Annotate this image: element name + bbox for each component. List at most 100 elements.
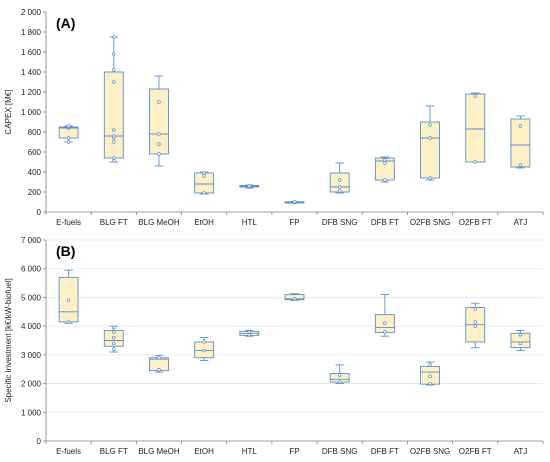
data-point	[518, 333, 523, 337]
box-FP	[284, 200, 305, 205]
box-DFB SNG	[329, 364, 350, 385]
y-axis-label: CAPEX [M€]	[4, 90, 13, 135]
data-point	[428, 176, 432, 180]
data-point	[518, 341, 523, 346]
data-point	[337, 178, 342, 182]
y-tick-label: 6 000	[21, 265, 42, 274]
data-point	[157, 152, 161, 156]
x-tick-label: EtOH	[194, 218, 214, 227]
x-tick-label: ATJ	[514, 218, 528, 227]
x-tick-label: HTL	[242, 218, 258, 227]
data-point	[337, 380, 342, 384]
box-HTL	[239, 184, 260, 189]
box-O2FB SNG	[420, 105, 440, 181]
y-tick-label: 2 000	[21, 8, 42, 17]
y-tick-label: 1 600	[21, 48, 42, 57]
x-tick-label: EtOH	[194, 447, 214, 456]
data-point	[157, 368, 161, 372]
data-point	[112, 325, 116, 330]
box-BLG MeOH	[149, 354, 169, 373]
data-point	[112, 156, 116, 160]
data-point	[247, 333, 252, 337]
data-point	[473, 307, 477, 311]
box-O2FB SNG	[420, 361, 440, 386]
box-BLG FT	[103, 35, 124, 163]
y-tick-label: 0	[37, 208, 42, 217]
data-point	[157, 100, 161, 104]
data-point	[473, 94, 477, 98]
box-EtOH	[194, 337, 215, 362]
box-iqr	[510, 118, 531, 168]
box-DFB FT	[374, 294, 395, 337]
data-point	[112, 347, 116, 351]
data-point	[247, 184, 252, 188]
x-tick-label: O2FB SNG	[410, 447, 450, 456]
data-point	[428, 136, 432, 140]
data-point	[247, 330, 252, 334]
y-tick-label: 1 400	[21, 68, 42, 77]
data-point	[473, 324, 477, 328]
y-tick-label: 1 800	[21, 28, 42, 37]
box-ATJ	[510, 330, 531, 351]
data-point	[428, 374, 432, 379]
data-point	[157, 132, 161, 136]
y-tick-label: 1 000	[21, 408, 42, 417]
box-EtOH	[194, 171, 215, 195]
data-point	[473, 160, 477, 164]
data-point	[66, 136, 71, 140]
data-point	[337, 185, 342, 189]
x-tick-label: BLG MeOH	[138, 447, 180, 456]
x-tick-label: DFB FT	[371, 218, 399, 227]
y-tick-label: 200	[28, 188, 42, 197]
data-point	[202, 348, 206, 353]
box-DFB SNG	[329, 162, 350, 194]
x-tick-label: O2FB FT	[459, 447, 492, 456]
panel-label: (B)	[56, 243, 75, 259]
data-point	[202, 174, 206, 178]
data-point	[473, 320, 477, 324]
data-point	[202, 191, 206, 195]
data-point	[518, 163, 523, 167]
data-point	[202, 171, 206, 175]
data-point	[66, 140, 71, 144]
data-point	[383, 161, 387, 165]
data-point	[292, 200, 297, 204]
y-tick-label: 1 200	[21, 88, 42, 97]
y-tick-label: 5 000	[21, 293, 42, 302]
y-tick-label: 4 000	[21, 322, 42, 331]
box-O2FB FT	[465, 92, 486, 164]
data-point	[428, 123, 432, 127]
data-point	[112, 140, 116, 144]
box-BLG FT	[103, 325, 124, 353]
box-DFB FT	[374, 156, 395, 183]
box-BLG MeOH	[149, 75, 169, 167]
panel-0: 0 200 400 600 800 1 000 1 200 1 400 1 600 1 800 2 …	[4, 8, 544, 227]
data-point	[112, 341, 116, 346]
data-point	[112, 134, 116, 138]
box-HTL	[239, 330, 260, 337]
y-tick-label: 400	[28, 168, 42, 177]
data-point	[383, 330, 387, 334]
data-point	[428, 363, 432, 367]
data-point	[112, 330, 116, 334]
y-tick-label: 800	[28, 128, 42, 137]
data-point	[112, 128, 116, 132]
data-point	[383, 158, 387, 162]
x-tick-label: DFB FT	[371, 447, 399, 456]
x-tick-label: ATJ	[514, 447, 528, 456]
x-tick-label: DFB SNG	[322, 218, 358, 227]
x-tick-label: BLG MeOH	[138, 218, 180, 227]
y-tick-label: 3 000	[21, 351, 42, 360]
data-point	[157, 142, 161, 146]
box-iqr	[420, 121, 440, 179]
box-FP	[284, 293, 305, 301]
box-E-fuels	[58, 269, 79, 324]
y-tick-label: 1 000	[21, 108, 42, 117]
data-point	[112, 335, 116, 340]
data-point	[292, 297, 297, 301]
data-point	[112, 35, 116, 39]
y-axis-label: Specific Investment [k€/kW-biofuel]	[4, 278, 13, 402]
box-iqr	[103, 71, 124, 159]
panel-1: 0 1 000 2 000 3 000 4 000 5 000 6 000 7 000 Spec…	[4, 236, 544, 456]
